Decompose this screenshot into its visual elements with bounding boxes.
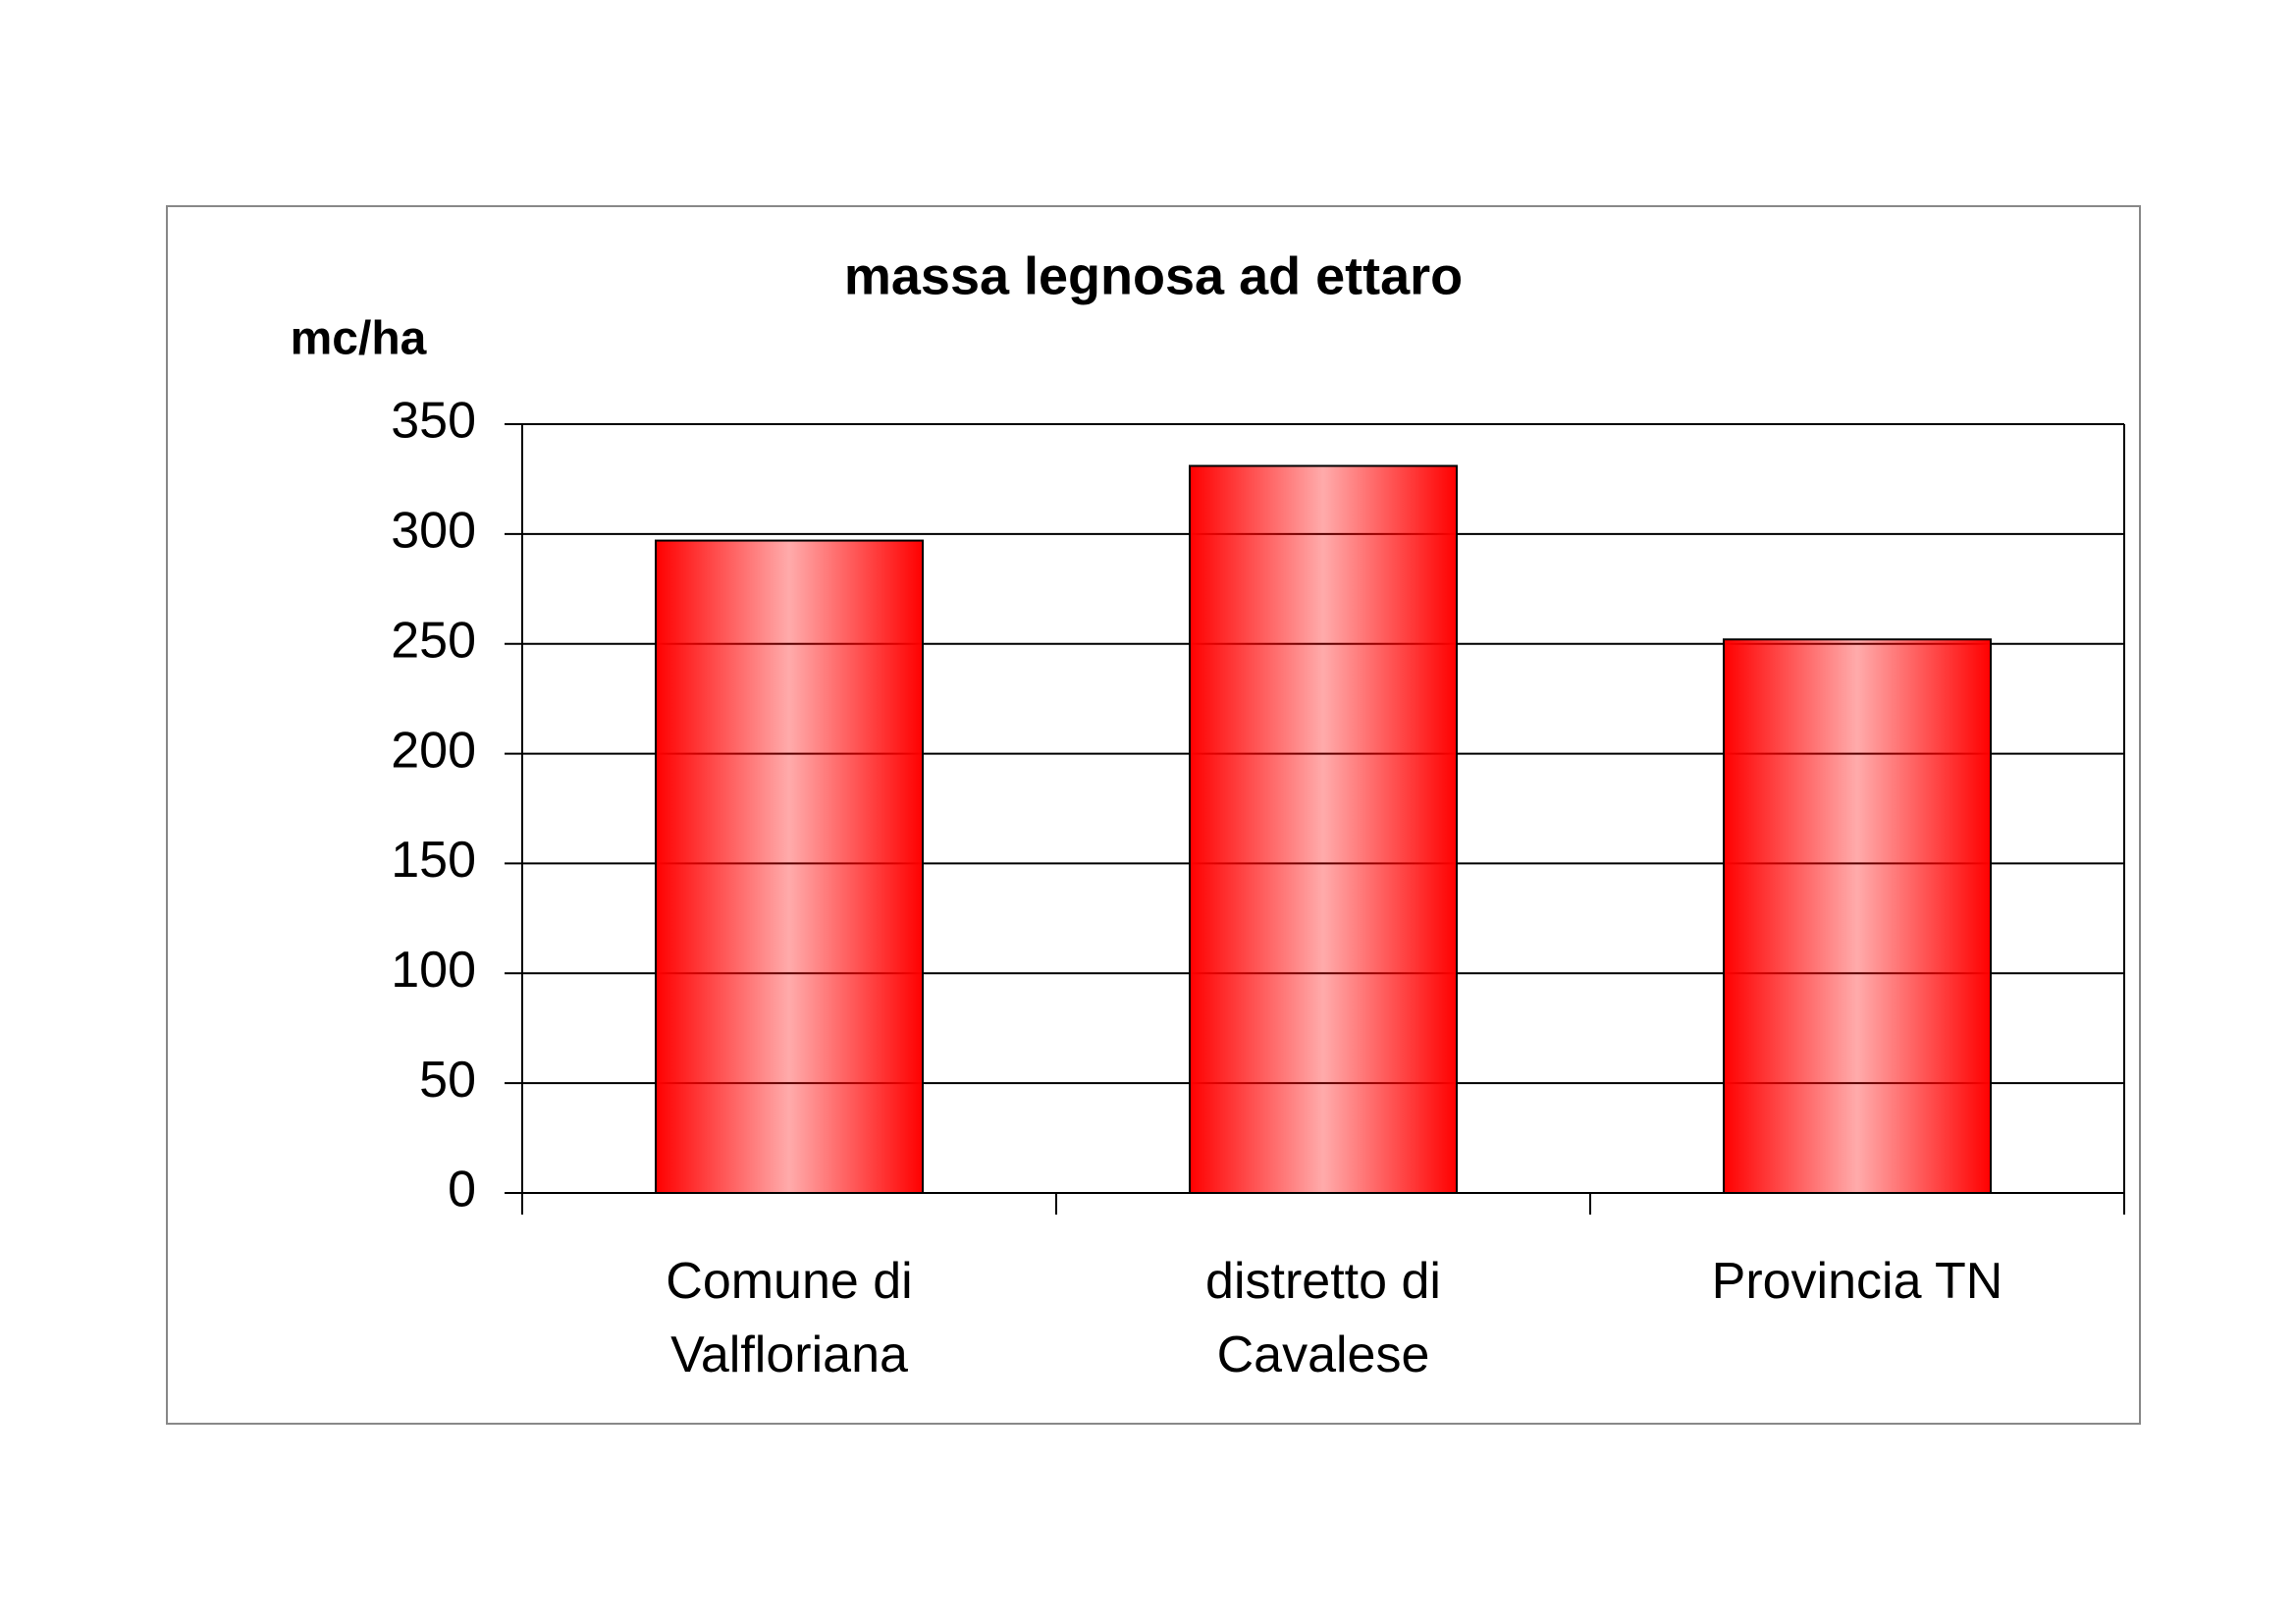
y-axis-label: mc/ha <box>291 313 427 365</box>
y-tick-label: 300 <box>391 503 476 560</box>
bar <box>1189 464 1458 1194</box>
y-tick-label: 150 <box>391 832 476 889</box>
y-tick-label: 50 <box>419 1052 476 1109</box>
y-tick-label: 350 <box>391 393 476 450</box>
y-tick-label: 200 <box>391 722 476 779</box>
x-tick-label: Comune di Valfloriana <box>666 1253 912 1383</box>
y-tick-label: 0 <box>448 1162 476 1218</box>
y-tick-label: 100 <box>391 942 476 999</box>
x-tick-label: Provincia TN <box>1712 1253 2003 1310</box>
bar <box>1723 638 1992 1194</box>
x-tick-label: distretto di Cavalese <box>1205 1253 1441 1383</box>
chart-title: massa legnosa ad ettaro <box>844 246 1463 305</box>
y-tick-label: 250 <box>391 612 476 669</box>
bar <box>655 539 924 1194</box>
